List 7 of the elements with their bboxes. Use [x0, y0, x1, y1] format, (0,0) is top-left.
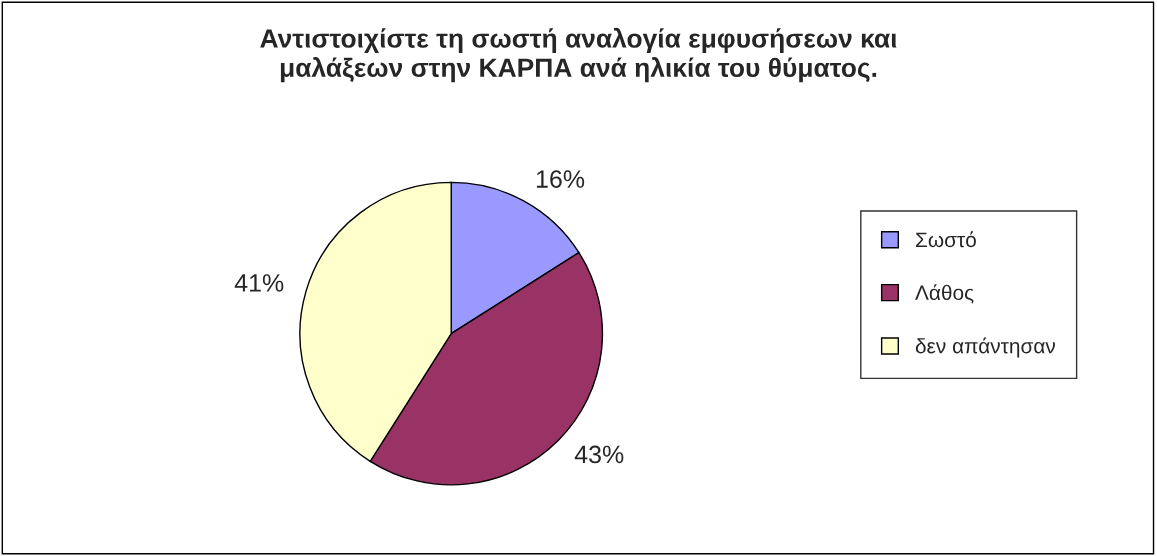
data-label: 41% [234, 274, 284, 292]
legend-label: Σωστό [916, 231, 976, 248]
legend-label: δεν απάντησαν [915, 337, 1055, 358]
legend-label: Λάθος [915, 284, 974, 304]
chart-title: Αντιστοιχίστε τη σωστή αναλογία εμφυσήσεων και μαλάξεων στην ΚΑΡΠΑ ανά ηλικία του θύματος. [260, 27, 897, 83]
data-label: 16% [536, 170, 585, 188]
data-label: 43% [574, 445, 624, 464]
